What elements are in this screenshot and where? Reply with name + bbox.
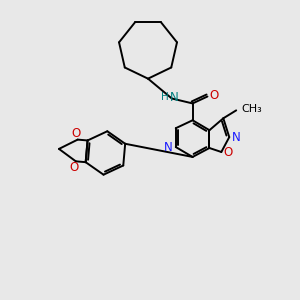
- Text: N: N: [169, 91, 178, 104]
- Text: N: N: [164, 140, 172, 154]
- Text: H: H: [161, 92, 169, 103]
- Text: O: O: [224, 146, 233, 160]
- Text: O: O: [69, 161, 78, 174]
- Text: O: O: [210, 89, 219, 102]
- Text: N: N: [232, 130, 241, 144]
- Text: O: O: [71, 127, 80, 140]
- Text: CH₃: CH₃: [241, 104, 262, 114]
